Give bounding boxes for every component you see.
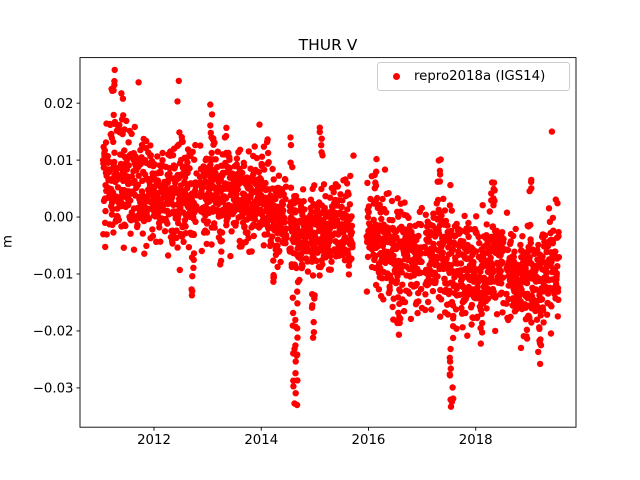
x-tick-label: 2016: [352, 433, 386, 448]
x-tick-label: 2012: [137, 433, 171, 448]
y-tick-label: 0.01: [44, 154, 74, 169]
y-tick-label: −0.01: [33, 268, 74, 283]
y-tick-label: 0.02: [44, 97, 74, 112]
y-tick-label: −0.02: [33, 325, 74, 340]
legend-marker-dot-icon: [393, 73, 400, 80]
y-tick-label: −0.03: [33, 382, 74, 397]
data-points-layer: [99, 66, 563, 410]
legend: repro2018a (IGS14): [377, 62, 570, 91]
chart-title: THUR V: [298, 36, 358, 54]
axis-ticks: 2012 2014 2016 2018 0.02 0.01 0.00 −0.01 −0.02 −0…: [33, 97, 493, 448]
legend-series-label: repro2018a (IGS14): [414, 69, 546, 84]
x-tick-label: 2018: [459, 433, 493, 448]
y-tick-label: 0.00: [44, 211, 74, 226]
y-axis-label: m: [0, 235, 16, 248]
x-tick-label: 2014: [244, 433, 278, 448]
axes-frame: [79, 57, 577, 428]
